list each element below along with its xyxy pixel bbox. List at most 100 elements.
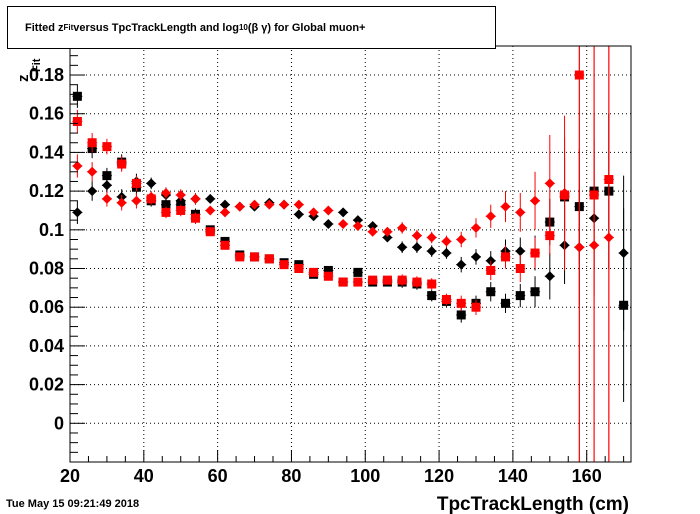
data-point-square bbox=[264, 254, 274, 264]
data-point-square bbox=[220, 240, 230, 250]
x-tick-label: 60 bbox=[208, 466, 228, 486]
y-tick-label: 0 bbox=[54, 413, 64, 433]
title-part-2: versus TpcTrackLength and log bbox=[73, 21, 239, 34]
data-point-square bbox=[471, 302, 481, 312]
data-point-diamond bbox=[574, 242, 585, 253]
data-point-square bbox=[294, 264, 304, 274]
data-point-diamond bbox=[160, 188, 171, 199]
data-point-square bbox=[235, 252, 245, 262]
data-point-diamond bbox=[323, 205, 334, 216]
data-points bbox=[72, 46, 629, 462]
data-point-diamond bbox=[116, 197, 127, 208]
data-point-square bbox=[353, 277, 363, 287]
data-point-diamond bbox=[426, 232, 437, 243]
data-point-diamond bbox=[323, 219, 334, 230]
data-point-diamond bbox=[234, 201, 245, 212]
data-point-square bbox=[190, 213, 200, 223]
data-point-diamond bbox=[205, 205, 216, 216]
data-point-diamond bbox=[131, 195, 142, 206]
data-point-square bbox=[72, 116, 82, 126]
data-point-diamond bbox=[205, 193, 216, 204]
data-point-square bbox=[501, 252, 511, 262]
data-point-diamond bbox=[470, 251, 481, 262]
data-point-square bbox=[545, 231, 555, 241]
data-point-diamond bbox=[530, 195, 541, 206]
y-axis-label: z Fit bbox=[15, 58, 43, 82]
grid-lines bbox=[69, 46, 631, 462]
data-point-square bbox=[530, 287, 540, 297]
data-point-square bbox=[397, 275, 407, 285]
data-point-square bbox=[323, 265, 333, 275]
data-point-diamond bbox=[101, 180, 112, 191]
y-tick-label: 0.16 bbox=[29, 104, 64, 124]
data-point-diamond bbox=[589, 240, 600, 251]
data-point-square bbox=[353, 267, 363, 277]
data-point-diamond bbox=[441, 248, 452, 259]
y-axis-label-main: z bbox=[15, 75, 32, 83]
data-point-diamond bbox=[101, 193, 112, 204]
data-point-diamond bbox=[618, 248, 629, 259]
data-point-square bbox=[72, 91, 82, 101]
data-point-diamond bbox=[603, 232, 614, 243]
data-point-diamond bbox=[441, 236, 452, 247]
data-point-square bbox=[176, 205, 186, 215]
x-tick-label: 140 bbox=[498, 466, 528, 486]
data-point-diamond bbox=[338, 219, 349, 230]
chart-title: Fitted z Fit versus TpcTrackLength and lo… bbox=[7, 6, 496, 49]
y-tick-label: 0.12 bbox=[29, 181, 64, 201]
data-point-square bbox=[382, 275, 392, 285]
data-point-square bbox=[161, 207, 171, 217]
data-series bbox=[72, 46, 614, 462]
data-point-diamond bbox=[249, 199, 260, 210]
data-point-square bbox=[279, 260, 289, 270]
plot-frame bbox=[69, 45, 632, 463]
data-point-diamond bbox=[146, 178, 157, 189]
data-point-square bbox=[250, 252, 260, 262]
data-point-diamond bbox=[264, 199, 275, 210]
data-point-diamond bbox=[87, 186, 98, 197]
data-point-diamond bbox=[367, 226, 378, 237]
data-point-diamond bbox=[72, 160, 83, 171]
data-point-diamond bbox=[146, 191, 157, 202]
title-sub-1: Fit bbox=[63, 23, 74, 32]
data-point-square bbox=[486, 287, 496, 297]
data-point-diamond bbox=[426, 246, 437, 257]
y-tick-label: 0.06 bbox=[29, 297, 64, 317]
data-point-diamond bbox=[456, 259, 467, 270]
data-point-square bbox=[530, 248, 540, 258]
data-point-diamond bbox=[397, 242, 408, 253]
data-point-square bbox=[456, 298, 466, 308]
y-tick-label: 0.02 bbox=[29, 375, 64, 395]
data-series bbox=[72, 84, 629, 403]
data-point-square bbox=[87, 138, 97, 148]
data-point-diamond bbox=[190, 193, 201, 204]
title-sub-2: 10 bbox=[238, 23, 248, 32]
data-point-diamond bbox=[293, 199, 304, 210]
data-point-square bbox=[338, 277, 348, 287]
data-point-diamond bbox=[456, 234, 467, 245]
x-axis-label: TpcTrackLength (cm) bbox=[437, 494, 629, 514]
data-point-diamond bbox=[352, 220, 363, 231]
timestamp: Tue May 15 09:21:49 2018 bbox=[6, 498, 140, 510]
data-point-square bbox=[515, 264, 525, 274]
data-point-square bbox=[427, 291, 437, 301]
data-point-diamond bbox=[544, 178, 555, 189]
data-point-square bbox=[501, 298, 511, 308]
y-tick-label: 0.18 bbox=[29, 65, 64, 85]
data-point-diamond bbox=[411, 242, 422, 253]
x-tick-label: 120 bbox=[424, 466, 454, 486]
x-tick-label: 20 bbox=[60, 466, 80, 486]
y-tick-label: 0.08 bbox=[29, 259, 64, 279]
data-point-square bbox=[161, 200, 171, 210]
data-point-diamond bbox=[559, 188, 570, 199]
y-tick-label: 0.04 bbox=[29, 336, 64, 356]
x-tick-label: 80 bbox=[281, 466, 301, 486]
data-point-diamond bbox=[367, 220, 378, 231]
data-point-diamond bbox=[87, 166, 98, 177]
title-part-1: Fitted z bbox=[25, 21, 64, 34]
data-point-square bbox=[131, 178, 141, 188]
data-point-diamond bbox=[485, 211, 496, 222]
data-point-diamond bbox=[544, 271, 555, 282]
y-tick-label: 0.1 bbox=[39, 220, 64, 240]
